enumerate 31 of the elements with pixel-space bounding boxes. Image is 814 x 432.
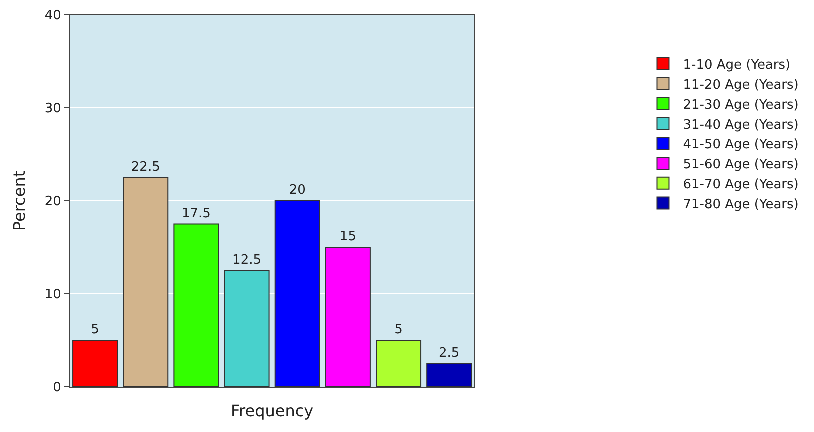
bar	[274, 200, 320, 387]
data-label: 2.5	[439, 346, 460, 361]
data-label: 12.5	[232, 252, 262, 268]
bar	[224, 270, 270, 387]
bar	[123, 177, 169, 387]
legend-label: 11-20 Age (Years)	[683, 78, 799, 93]
legend-label: 31-40 Age (Years)	[683, 118, 799, 133]
legend-label: 41-50 Age (Years)	[683, 138, 799, 153]
y-axis-title: Percent	[10, 170, 29, 232]
data-label: 22.5	[131, 160, 160, 175]
bar	[325, 247, 371, 387]
data-label: 5	[394, 322, 403, 338]
legend-label: 51-60 Age (Years)	[683, 158, 799, 173]
y-tick-label: 10	[44, 288, 62, 303]
data-label: 20	[289, 183, 306, 198]
x-axis-title: Frequency	[230, 401, 314, 420]
bar	[376, 340, 422, 387]
bar	[72, 340, 118, 387]
y-tick-label: 0	[53, 380, 62, 396]
legend-label: 21-30 Age (Years)	[683, 98, 799, 113]
y-tick-label: 20	[44, 194, 62, 210]
y-tick-label: 40	[44, 8, 62, 24]
legend-label: 1-10 Age (Years)	[683, 58, 791, 74]
data-label: 17.5	[182, 206, 211, 222]
legend-label: 71-80 Age (Years)	[683, 197, 799, 212]
y-tick-label: 30	[44, 102, 62, 117]
bar	[426, 363, 472, 387]
data-label: 15	[340, 230, 356, 244]
bar	[174, 224, 220, 387]
legend-label: 61-70 Age (Years)	[683, 177, 799, 192]
data-label: 5	[91, 322, 100, 338]
